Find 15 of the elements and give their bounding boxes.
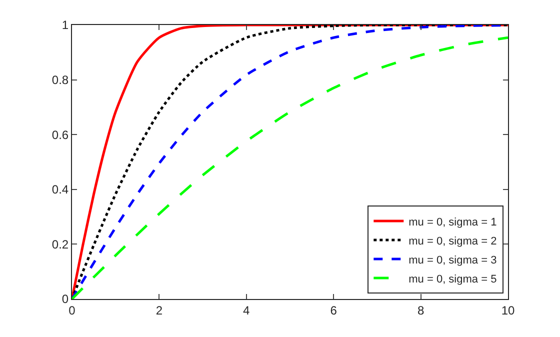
y-tick-label: 0.2 [52,237,69,252]
legend-label: mu = 0, sigma = 3 [408,254,497,266]
x-tick-label: 2 [156,303,163,318]
x-tick-label: 8 [417,303,424,318]
y-tick-label: 0 [62,292,69,306]
y-tick-label: 1 [62,18,69,32]
legend-label: mu = 0, sigma = 5 [408,273,497,286]
x-tick-label: 10 [501,303,515,318]
legend-label: mu = 0, sigma = 1 [408,216,497,228]
y-tick-label: 0.6 [52,128,69,142]
y-tick-label: 0.4 [52,182,69,197]
x-tick-label: 4 [243,303,250,318]
legend-label: mu = 0, sigma = 2 [408,235,497,248]
x-tick-label: 6 [330,303,338,318]
y-tick-label: 0.8 [52,73,69,87]
